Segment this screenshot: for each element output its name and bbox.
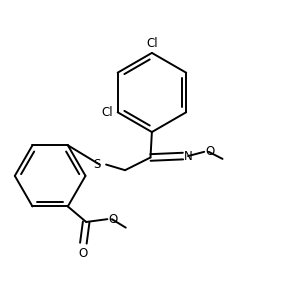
Text: Cl: Cl [102,106,113,119]
Text: Cl: Cl [146,37,158,50]
Text: N: N [184,150,193,163]
Text: S: S [94,158,101,171]
Text: O: O [205,145,214,158]
Text: O: O [108,213,118,226]
Text: O: O [79,246,88,260]
